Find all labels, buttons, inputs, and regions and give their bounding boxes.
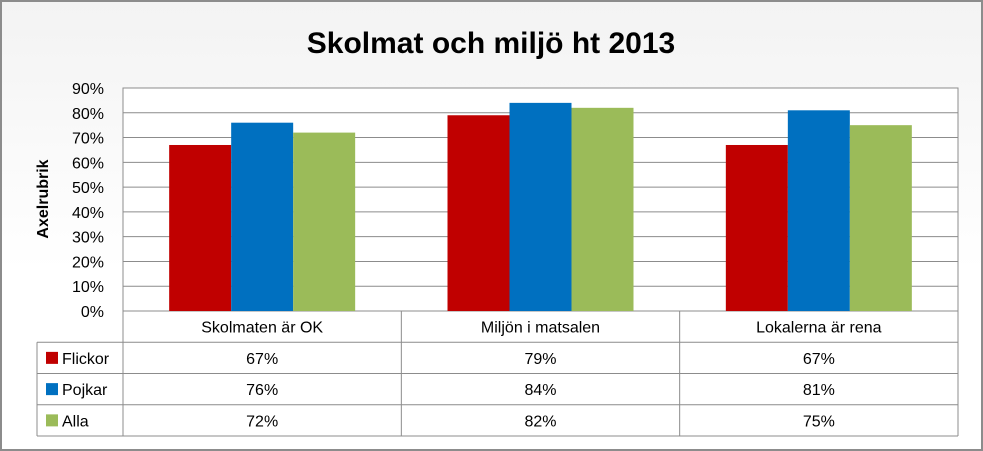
bars <box>169 102 912 312</box>
data-table-cell: 75% <box>803 413 835 430</box>
legend-label-alla: Alla <box>62 413 89 430</box>
bar-flickor-0 <box>169 144 232 311</box>
data-table-cell: 67% <box>246 351 278 368</box>
data-table-cell: 79% <box>524 351 556 368</box>
y-tick-label: 60% <box>72 155 104 172</box>
bar-pojkar-2 <box>787 110 850 311</box>
bar-alla-1 <box>571 107 634 311</box>
bar-flickor-2 <box>725 144 788 311</box>
data-table-cell: 72% <box>246 413 278 430</box>
category-label: Lokalerna är rena <box>756 320 882 337</box>
y-tick-label: 10% <box>72 279 104 296</box>
y-tick-label: 40% <box>72 205 104 222</box>
y-tick-label: 20% <box>72 254 104 271</box>
chart-title: Skolmat och miljö ht 2013 <box>307 27 675 60</box>
data-table-cell: 82% <box>524 413 556 430</box>
y-tick-label: 80% <box>72 106 104 123</box>
data-table-cell: 81% <box>803 382 835 399</box>
data-table-cell: 84% <box>524 382 556 399</box>
legend-swatch-flickor <box>46 351 58 364</box>
legend-swatch-alla <box>46 414 58 427</box>
bar-alla-0 <box>293 132 356 311</box>
legend-label-flickor: Flickor <box>62 351 110 368</box>
category-label: Skolmaten är OK <box>201 320 323 337</box>
y-axis-ticks: 0% 10% 20% 30% 40% 50% 60% 70% 80% 90% <box>72 81 104 321</box>
y-tick-label: 70% <box>72 131 104 148</box>
y-tick-label: 50% <box>72 180 104 197</box>
data-table-cell: 67% <box>803 351 835 368</box>
data-table-cell: 76% <box>246 382 278 399</box>
data-table: Skolmaten är OK Miljön i matsalen Lokalern… <box>36 311 959 437</box>
legend-label-pojkar: Pojkar <box>62 382 108 399</box>
y-tick-label: 30% <box>72 230 104 247</box>
legend-swatch-pojkar <box>46 383 58 396</box>
category-label: Miljön i matsalen <box>481 320 600 337</box>
bar-pojkar-0 <box>231 122 294 311</box>
bar-flickor-1 <box>447 115 510 311</box>
bar-alla-2 <box>849 125 912 312</box>
y-axis-label: Axelrubrik <box>35 159 52 238</box>
y-tick-label: 0% <box>81 304 104 321</box>
bar-pojkar-1 <box>509 102 572 311</box>
y-tick-label: 90% <box>72 81 104 98</box>
